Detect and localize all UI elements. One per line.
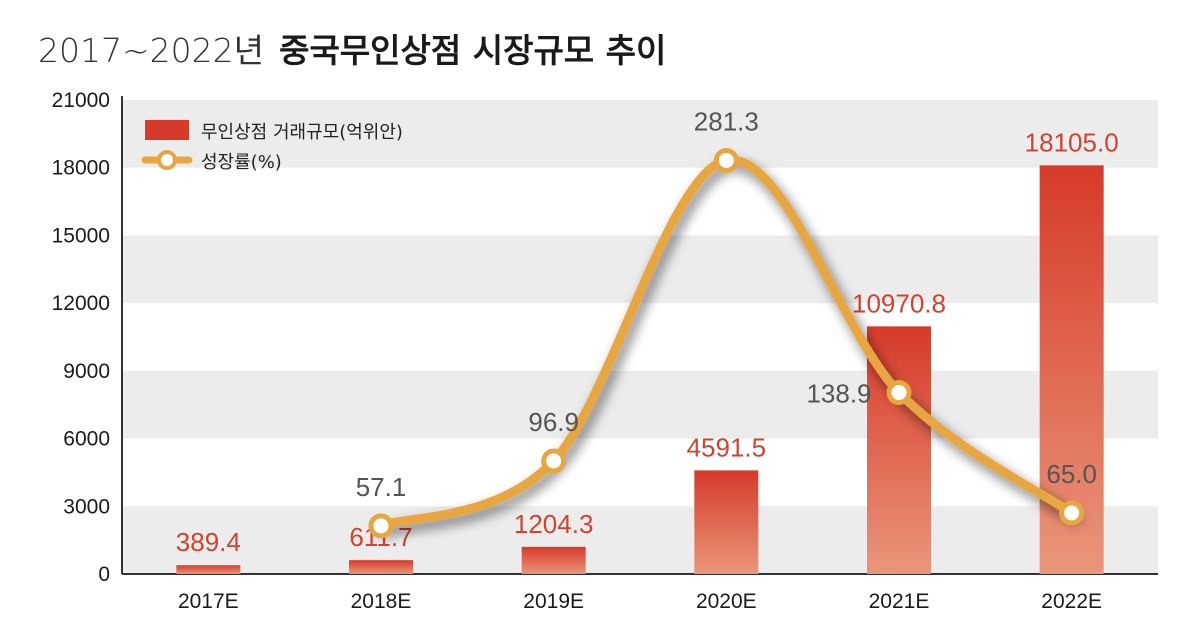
axis-layer: 0 3000 6000 9000 12000 15000 18000 21000 2017E 20… xyxy=(52,89,1158,613)
chart-title-main: 중국무인상점 시장규모 추이 xyxy=(279,31,666,70)
x-tick-label: 2022E xyxy=(1041,590,1102,613)
bar-value-label: 389.4 xyxy=(176,527,241,557)
x-tick-label: 2018E xyxy=(351,590,412,613)
grid-band xyxy=(122,506,1158,574)
growth-point xyxy=(368,513,394,539)
legend-bar-swatch xyxy=(145,120,189,140)
growth-value-label: 96.9 xyxy=(528,407,579,437)
growth-line-layer xyxy=(368,147,1085,539)
growth-point xyxy=(713,147,739,173)
bar-value-label: 4591.5 xyxy=(687,432,767,462)
growth-labels: 57.1 96.9 281.3 138.9 65.0 xyxy=(356,106,1097,501)
y-tick-label: 21000 xyxy=(52,89,110,112)
bar-value-label: 1204.3 xyxy=(514,509,594,539)
growth-point xyxy=(1059,500,1085,526)
legend: 무인상점 거래규모(억위안) 성장률(%) xyxy=(141,120,403,173)
y-tick-label: 12000 xyxy=(52,292,110,315)
legend-line-marker xyxy=(157,150,177,170)
grid-bands xyxy=(122,100,1158,574)
x-tick-label: 2017E xyxy=(178,590,239,613)
y-tick-label: 9000 xyxy=(63,360,110,383)
x-tick-label: 2020E xyxy=(696,590,757,613)
bar-value-label: 10970.8 xyxy=(852,288,946,318)
y-tick-label: 15000 xyxy=(52,224,110,247)
chart-title: 2017~2022년 중국무인상점 시장규모 추이 xyxy=(38,31,666,70)
x-tick-label: 2019E xyxy=(523,590,584,613)
legend-line-label: 성장률(%) xyxy=(201,152,282,173)
growth-value-label: 65.0 xyxy=(1046,459,1097,489)
bar-series xyxy=(176,165,1104,574)
y-tick-label: 6000 xyxy=(63,428,110,451)
bar-value-label: 18105.0 xyxy=(1025,127,1119,157)
growth-value-label: 57.1 xyxy=(356,472,407,502)
growth-point xyxy=(541,448,567,474)
grid-band xyxy=(122,100,1158,168)
growth-value-label: 281.3 xyxy=(694,106,759,136)
bar xyxy=(521,546,586,574)
legend-bar-label: 무인상점 거래규모(억위안) xyxy=(201,122,403,143)
grid-band xyxy=(122,370,1158,439)
y-tick-label: 18000 xyxy=(52,157,110,180)
y-tick-label: 3000 xyxy=(63,495,110,518)
x-tick-label: 2021E xyxy=(869,590,930,613)
growth-value-label: 138.9 xyxy=(806,379,871,409)
y-tick-label: 0 xyxy=(98,563,110,586)
bar xyxy=(694,470,759,574)
bar xyxy=(176,565,241,574)
bar xyxy=(349,560,413,574)
chart-title-prefix: 2017~2022년 xyxy=(38,31,264,70)
growth-point xyxy=(886,380,912,406)
